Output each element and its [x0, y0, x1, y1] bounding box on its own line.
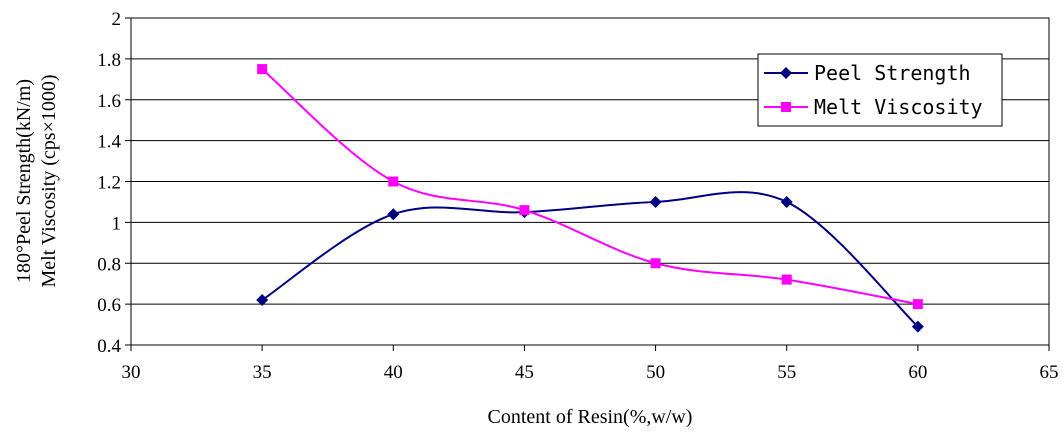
y-tick-label: 1.4: [97, 132, 121, 153]
y-axis-title-line-2: Melt Viscosity (cps×1000): [38, 74, 60, 287]
series-line-melt-viscosity: [261, 68, 919, 306]
x-tick-label: 30: [122, 362, 141, 383]
data-point-peel-strength: [911, 320, 924, 333]
y-tick-label: 0.6: [97, 295, 121, 316]
data-point-peel-strength: [649, 195, 662, 208]
y-tick-label: 1: [112, 213, 122, 234]
y-tick-label: 1.8: [97, 50, 121, 71]
data-point-melt-viscosity: [388, 176, 399, 187]
legend-label-peel-strength: Peel Strength: [814, 61, 971, 85]
data-point-peel-strength: [387, 208, 400, 221]
data-point-peel-strength: [780, 195, 793, 208]
x-axis: 30 35 40 45 50 55 60 65: [122, 345, 1059, 383]
legend-label-melt-viscosity: Melt Viscosity: [814, 95, 983, 119]
legend-marker-peel-strength: [780, 67, 792, 79]
x-tick-label: 40: [384, 362, 403, 383]
y-tick-label: 2: [112, 9, 122, 30]
y-axis: 0.4 0.6 0.8 1 1.2 1.4 1.6 1.8 2: [97, 9, 131, 357]
data-point-melt-viscosity: [650, 258, 661, 269]
legend: Peel Strength Melt Viscosity: [757, 53, 1003, 127]
data-point-peel-strength: [256, 294, 269, 307]
data-point-melt-viscosity: [257, 64, 268, 75]
data-point-melt-viscosity: [781, 274, 792, 285]
y-axis-title-line-1: 180°Peel Strength(kN/m): [13, 79, 35, 283]
legend-marker-melt-viscosity: [781, 102, 791, 112]
x-axis-title: Content of Resin(%,w/w): [488, 406, 693, 428]
series-melt-viscosity: [257, 64, 923, 310]
data-point-melt-viscosity: [912, 299, 923, 310]
y-tick-label: 0.8: [97, 254, 121, 275]
series-line-peel-strength: [261, 191, 919, 328]
data-point-melt-viscosity: [519, 205, 530, 216]
y-tick-label: 1.2: [97, 173, 121, 194]
x-tick-label: 35: [253, 362, 272, 383]
x-tick-label: 45: [515, 362, 534, 383]
x-tick-label: 55: [777, 362, 796, 383]
legend-box: [757, 53, 1003, 127]
series-layer: [256, 64, 924, 333]
x-tick-label: 50: [646, 362, 665, 383]
x-tick-label: 65: [1040, 362, 1059, 383]
y-tick-label: 1.6: [97, 91, 121, 112]
y-tick-label: 0.4: [97, 336, 121, 357]
x-tick-label: 60: [908, 362, 927, 383]
